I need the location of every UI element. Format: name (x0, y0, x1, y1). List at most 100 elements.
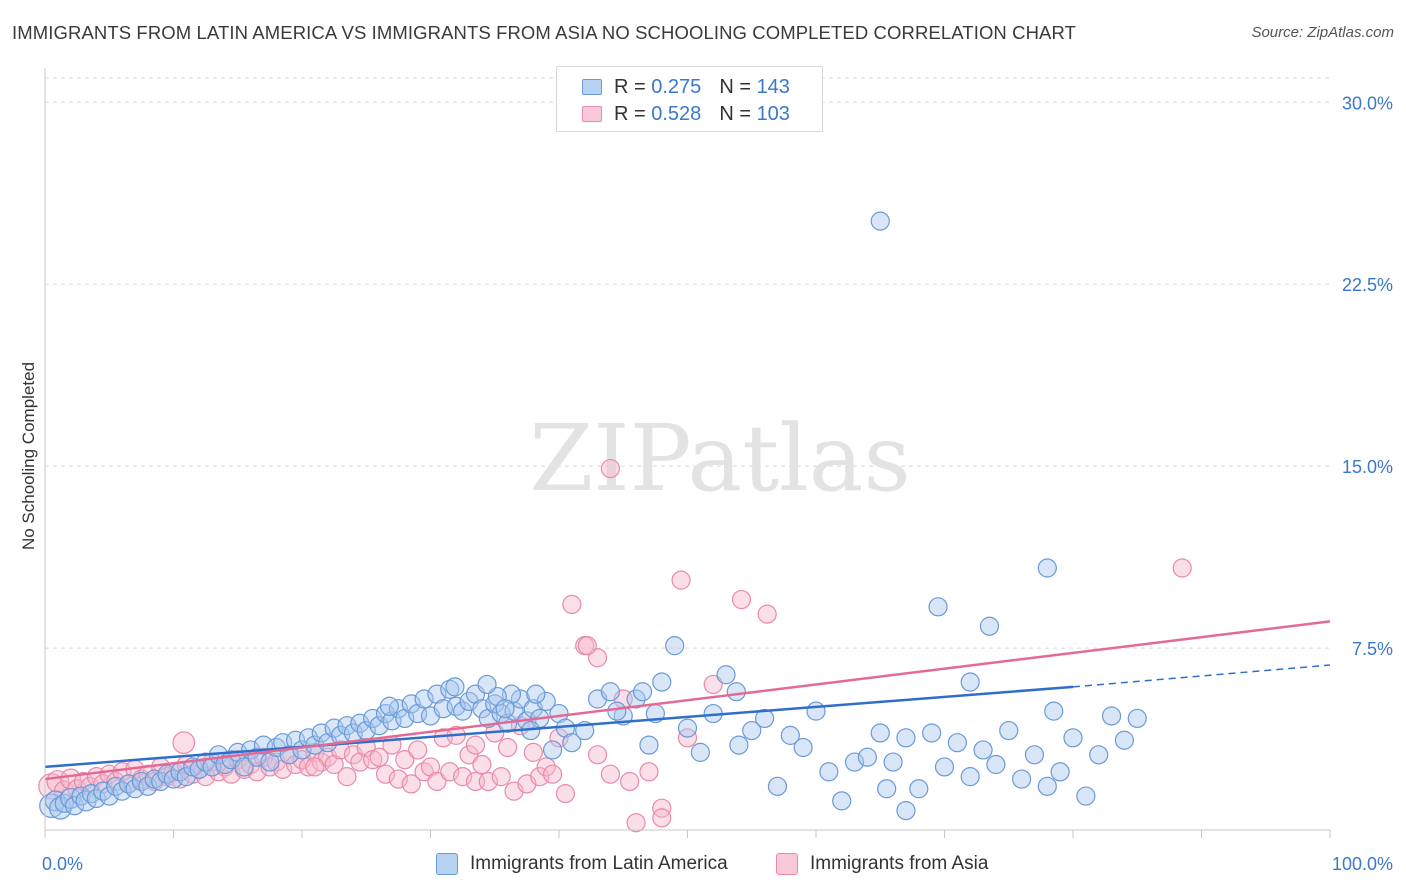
legend-r-label: R = (614, 102, 646, 125)
asia-point (523, 742, 543, 762)
legend-row-latin-america: R = 0.275 N = 143 (582, 75, 790, 99)
latin-america-point (986, 754, 1006, 775)
latin-america-point (485, 694, 505, 714)
asia-point (498, 737, 518, 758)
bottom-legend-label: Immigrants from Asia (810, 853, 989, 874)
latin-america-point (632, 682, 653, 702)
asia-point (639, 762, 659, 782)
latin-america-trendline (44, 685, 1074, 769)
latin-america-point (64, 796, 85, 816)
asia-point (453, 767, 473, 787)
latin-america-point (934, 757, 955, 777)
asia-point (459, 745, 479, 765)
latin-america-point (510, 689, 531, 709)
y-tick-label: 30.0% (1342, 93, 1393, 113)
bottom-legend-asia: Immigrants from Asia (776, 850, 988, 878)
latin-america-point (626, 689, 646, 709)
asia-point (440, 762, 460, 782)
asia-point (491, 767, 511, 787)
latin-america-point (726, 682, 746, 702)
asia-point (1172, 558, 1192, 578)
asia-point (577, 636, 597, 656)
asia-point (652, 798, 672, 818)
latin-america-point (690, 742, 710, 762)
latin-america-point (877, 779, 897, 799)
asia-point (562, 594, 582, 615)
latin-america-point (562, 733, 582, 753)
asia-point (388, 769, 408, 789)
latin-america-trendline-extension (1072, 664, 1331, 688)
x-tick-label: 0.0% (42, 854, 83, 874)
asia-point (555, 784, 576, 804)
latin-america-point (536, 691, 556, 712)
latin-america-point (234, 757, 254, 777)
legend-swatch-blue (582, 79, 602, 95)
asia-point (375, 764, 396, 784)
latin-america-point (870, 211, 890, 231)
latin-america-point (542, 740, 563, 760)
asia-point (671, 570, 691, 590)
y-tick-label: 22.5% (1342, 275, 1393, 295)
asia-point (652, 808, 672, 828)
latin-america-point (857, 747, 878, 767)
latin-america-point (350, 713, 370, 733)
latin-america-point (477, 674, 497, 695)
latin-america-point (639, 735, 659, 755)
legend-swatch-pink (582, 106, 602, 122)
asia-point (600, 764, 621, 784)
latin-america-point (716, 665, 736, 685)
legend-box: R = 0.275 N = 143 R = 0.528 N = 103 (556, 66, 823, 132)
y-tick-label: 15.0% (1342, 457, 1393, 477)
latin-america-point (793, 737, 813, 758)
latin-america-point (677, 718, 698, 738)
latin-america-point (819, 762, 839, 782)
axis-layer: 7.5% 15.0% 22.5% 30.0% 0.0% 100.0% (42, 68, 1393, 874)
bottom-legend-swatch-pink (776, 853, 798, 875)
latin-america-point (453, 701, 473, 721)
latin-america-point (832, 791, 852, 811)
legend-row-asia: R = 0.528 N = 103 (582, 102, 790, 126)
asia-point (369, 747, 389, 767)
latin-america-point (369, 716, 389, 736)
latin-america-point (973, 740, 993, 760)
latin-america-point (754, 708, 775, 729)
latin-america-point (883, 752, 903, 772)
trend-layer (44, 620, 1331, 781)
points-layer (38, 211, 1192, 833)
latin-america-point (947, 733, 967, 753)
latin-america-point (607, 701, 627, 721)
latin-america-point (844, 752, 865, 772)
latin-america-point (909, 779, 929, 799)
latin-america-point (379, 696, 399, 716)
latin-america-point (896, 800, 916, 821)
legend-r-value: 0.528 (651, 102, 702, 125)
latin-america-point (1076, 786, 1096, 806)
latin-america-point (979, 616, 1000, 636)
grid-layer (45, 77, 1330, 649)
asia-point (620, 771, 640, 792)
latin-america-point (960, 767, 980, 787)
watermark: ZIPatlas (529, 405, 910, 512)
latin-america-point (1011, 769, 1032, 789)
latin-america-point (1024, 745, 1045, 765)
latin-america-point (1127, 708, 1147, 729)
asia-point (626, 813, 646, 833)
latin-america-point (99, 786, 119, 806)
asia-point (472, 754, 492, 775)
latin-america-point (928, 597, 948, 617)
latin-america-point (363, 708, 383, 729)
latin-america-point (1037, 558, 1057, 578)
asia-point (337, 767, 357, 787)
legend-r-label: R = (614, 75, 646, 98)
latin-america-point (960, 672, 980, 692)
chart-title: IMMIGRANTS FROM LATIN AMERICA VS IMMIGRA… (12, 22, 1077, 43)
latin-america-point (472, 699, 492, 719)
latin-america-point (1050, 762, 1070, 782)
asia-point (731, 589, 752, 610)
latin-america-point (1044, 701, 1064, 721)
asia-point (401, 774, 421, 794)
latin-america-point (526, 684, 546, 704)
latin-america-point (445, 677, 465, 697)
latin-america-point (138, 776, 158, 796)
latin-america-point (922, 723, 942, 743)
